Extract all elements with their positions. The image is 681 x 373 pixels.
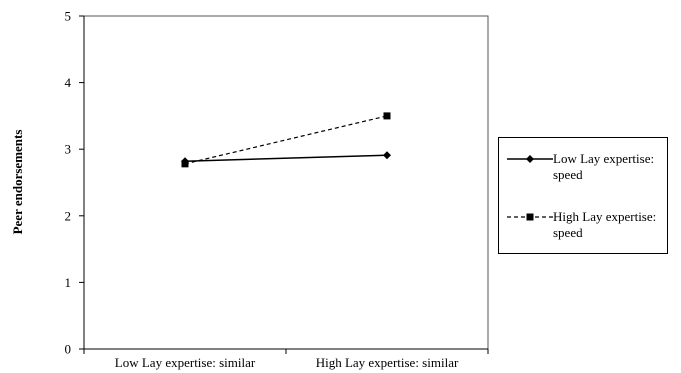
legend-swatch-high (507, 213, 553, 221)
legend-swatch-low (507, 155, 553, 163)
legend: Low Lay expertise: speed High Lay expert… (498, 137, 668, 254)
x-tick-label: Low Lay expertise: similar (115, 355, 256, 370)
plot-area (83, 15, 489, 350)
y-ticks: 0 1 2 3 4 5 (65, 9, 84, 357)
data-point (383, 112, 391, 120)
y-tick-label: 2 (65, 208, 72, 223)
y-tick-label: 4 (65, 75, 72, 90)
y-tick-label: 1 (65, 275, 72, 290)
series-line-0 (184, 154, 388, 162)
y-tick-label: 3 (65, 142, 72, 157)
x-ticks: Low Lay expertise: similar High Lay exper… (83, 349, 489, 370)
data-point (181, 160, 189, 168)
legend-label-low: Low Lay expertise: speed (553, 151, 655, 182)
series-layer (181, 112, 391, 168)
y-tick-label: 0 (65, 342, 72, 357)
data-point (383, 151, 391, 160)
x-tick-label: High Lay expertise: similar (316, 355, 459, 370)
y-axis-title: Peer endorsements (10, 130, 25, 235)
legend-label-high: High Lay expertise: speed (553, 209, 657, 240)
legend-entry-high: High Lay expertise: speed (507, 209, 661, 241)
y-tick-label: 5 (65, 9, 72, 24)
legend-entry-low: Low Lay expertise: speed (507, 151, 661, 183)
